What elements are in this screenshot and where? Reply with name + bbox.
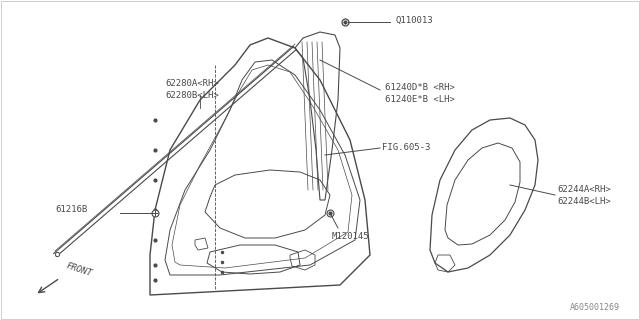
Text: 62280B<LH>: 62280B<LH> [165,91,219,100]
Text: 62280A<RH>: 62280A<RH> [165,78,219,87]
Text: 62244B<LH>: 62244B<LH> [557,197,611,206]
Text: Q110013: Q110013 [395,15,433,25]
Text: FIG.605-3: FIG.605-3 [382,142,430,151]
Text: A605001269: A605001269 [570,303,620,312]
Text: M120145: M120145 [332,232,370,241]
Text: 61216B: 61216B [55,205,87,214]
Text: FRONT: FRONT [65,261,93,278]
Text: 61240D*B <RH>: 61240D*B <RH> [385,84,455,92]
Text: 62244A<RH>: 62244A<RH> [557,186,611,195]
Text: 61240E*B <LH>: 61240E*B <LH> [385,95,455,105]
